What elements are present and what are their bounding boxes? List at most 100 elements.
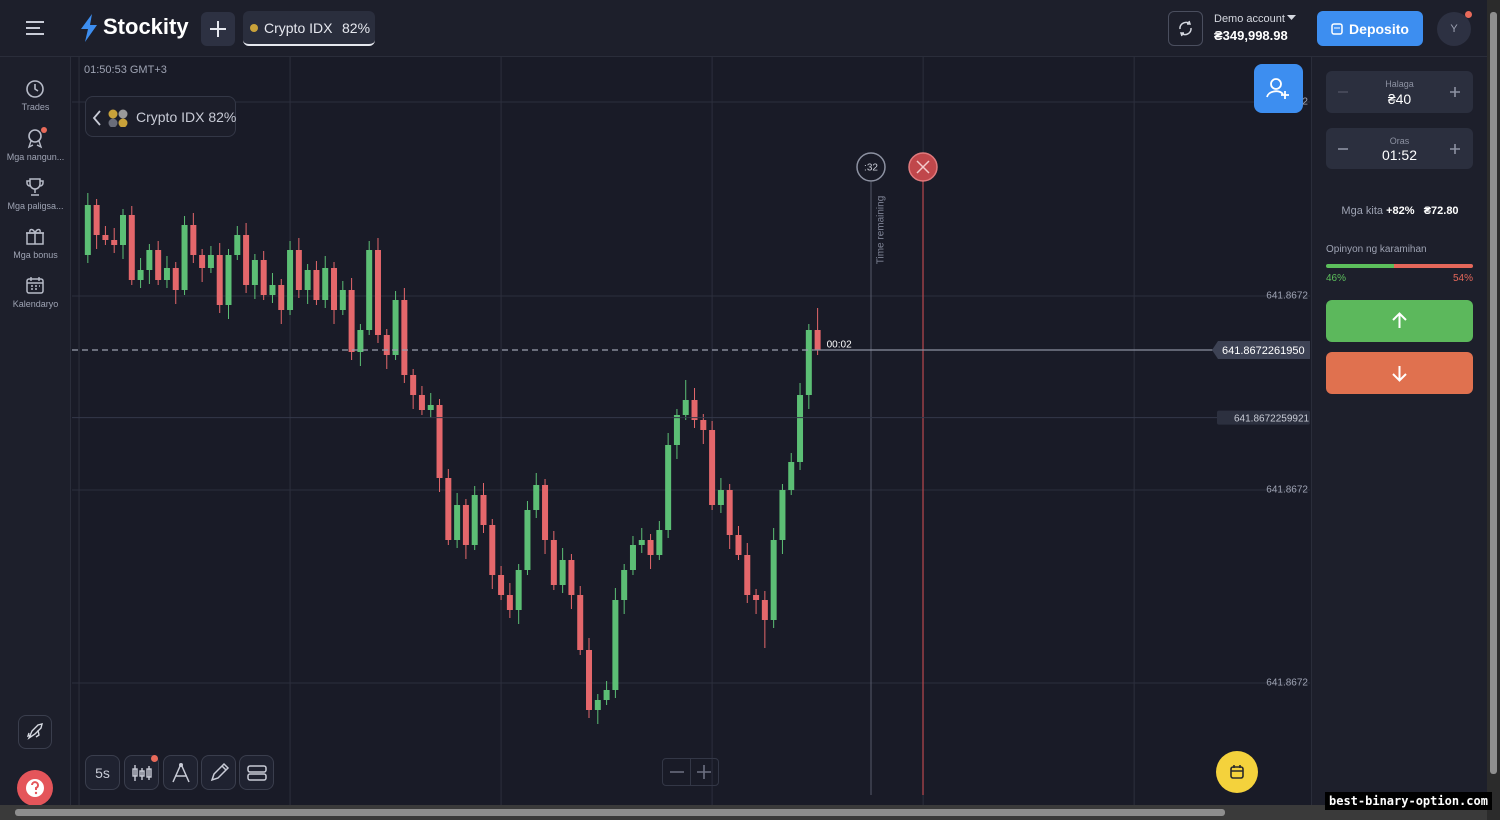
y-tick-label: 641.8672 bbox=[1266, 485, 1308, 496]
sidebar-label[interactable]: Mga paligsa... bbox=[7, 201, 64, 211]
candle-body bbox=[726, 490, 733, 535]
draw-button[interactable] bbox=[201, 755, 236, 790]
asset-chip[interactable]: Crypto IDX 82% bbox=[85, 96, 236, 137]
bonus-icon[interactable] bbox=[25, 226, 45, 246]
sidebar-label[interactable]: Mga bonus bbox=[13, 250, 58, 260]
candle-body bbox=[260, 259, 267, 295]
asset-chip-icons bbox=[92, 109, 128, 127]
candle-body bbox=[128, 215, 135, 280]
avatar[interactable]: Y bbox=[1437, 12, 1471, 46]
amount-minus[interactable] bbox=[1336, 85, 1350, 99]
account-label[interactable]: Demo account bbox=[1214, 13, 1285, 25]
zoom-controls bbox=[662, 758, 719, 786]
logo-icon bbox=[81, 14, 97, 42]
sync-button[interactable] bbox=[1168, 11, 1203, 46]
candle-body bbox=[506, 595, 513, 610]
vertical-scrollbar[interactable] bbox=[1487, 0, 1500, 820]
candle-body bbox=[480, 495, 487, 525]
candle-body bbox=[93, 204, 100, 235]
horizontal-scrollbar[interactable] bbox=[0, 805, 1487, 820]
candle-body bbox=[559, 560, 566, 585]
candle-body bbox=[814, 330, 821, 351]
sidebar-label[interactable]: Mga nangun... bbox=[6, 152, 65, 162]
sidebar-label[interactable]: Kalendaryo bbox=[12, 299, 59, 309]
price-label: 641.8672261950 bbox=[1222, 345, 1305, 357]
candle-body bbox=[331, 268, 338, 310]
asset-name: Crypto IDX bbox=[264, 20, 333, 36]
candle-body bbox=[163, 268, 170, 280]
candle-body bbox=[216, 254, 223, 305]
candle-body bbox=[436, 405, 443, 478]
up-button[interactable] bbox=[1326, 300, 1473, 342]
add-tab-button[interactable] bbox=[201, 12, 235, 46]
candle-body bbox=[383, 334, 390, 355]
candle-body bbox=[717, 490, 724, 505]
leaders-icon[interactable] bbox=[25, 127, 47, 149]
invite-button[interactable] bbox=[1254, 64, 1303, 113]
candle-body bbox=[322, 268, 329, 300]
candle-body bbox=[594, 700, 601, 710]
candle-body bbox=[119, 215, 126, 245]
calendar-icon[interactable] bbox=[25, 275, 45, 295]
candle-body bbox=[392, 300, 399, 355]
candle-body bbox=[146, 250, 153, 270]
scroll-thumb[interactable] bbox=[1490, 12, 1497, 774]
candle-body bbox=[155, 250, 162, 280]
down-button[interactable] bbox=[1326, 352, 1473, 394]
candle-body bbox=[304, 269, 311, 290]
crowd-up-label: 46% bbox=[1326, 273, 1347, 284]
time-input[interactable]: Oras 01:52 bbox=[1326, 128, 1473, 169]
candle-body bbox=[489, 525, 496, 575]
candle-body bbox=[647, 540, 654, 555]
candle-body bbox=[498, 575, 505, 595]
amount-plus[interactable] bbox=[1448, 85, 1462, 99]
time-minus[interactable] bbox=[1336, 142, 1350, 156]
candle-body bbox=[418, 395, 425, 410]
deposit-button[interactable]: Deposito bbox=[1317, 11, 1423, 46]
candle-body bbox=[269, 284, 276, 295]
candle-body bbox=[278, 284, 285, 310]
time-plus[interactable] bbox=[1448, 142, 1462, 156]
candle-body bbox=[84, 204, 91, 255]
plot-background bbox=[72, 57, 1311, 805]
rocket-button[interactable] bbox=[18, 715, 52, 749]
scroll-thumb[interactable] bbox=[15, 809, 1225, 816]
profit-percent: +82% bbox=[1386, 205, 1415, 217]
indicators-button[interactable] bbox=[163, 755, 198, 790]
candle-body bbox=[542, 485, 549, 540]
asset-tab[interactable]: Crypto IDX 82% bbox=[243, 11, 375, 46]
candle-body bbox=[665, 445, 672, 530]
amount-input[interactable]: Halaga ₴40 bbox=[1326, 71, 1473, 113]
account-caret[interactable] bbox=[1287, 15, 1296, 21]
crowd-segment bbox=[1393, 264, 1473, 268]
candle-body bbox=[682, 399, 689, 415]
trades-icon[interactable] bbox=[25, 79, 45, 99]
candle-body bbox=[700, 420, 707, 430]
candle-body bbox=[753, 595, 760, 600]
candle-body bbox=[111, 240, 118, 245]
timer-circle bbox=[856, 152, 886, 182]
timer-label: Time remaining bbox=[876, 196, 887, 265]
price-level-box bbox=[1217, 410, 1310, 425]
candle-body bbox=[568, 560, 575, 595]
candle-body bbox=[374, 250, 381, 335]
candle-body bbox=[471, 495, 478, 545]
candle-body bbox=[709, 430, 716, 505]
layout-button[interactable] bbox=[239, 755, 274, 790]
help-button[interactable] bbox=[17, 770, 53, 806]
calendar-button[interactable] bbox=[1216, 751, 1258, 793]
timeframe-button[interactable]: 5s bbox=[85, 755, 120, 790]
profit-amount: ₴72.80 bbox=[1423, 205, 1459, 217]
candle-body bbox=[788, 462, 795, 490]
tournaments-icon[interactable] bbox=[25, 177, 45, 197]
sidebar-label[interactable]: Trades bbox=[21, 102, 50, 112]
candle-body bbox=[612, 600, 619, 690]
candle-body bbox=[225, 254, 232, 305]
menu-icon[interactable] bbox=[25, 20, 45, 36]
balance: ₴349,998.98 bbox=[1214, 28, 1288, 43]
candle-body bbox=[234, 234, 241, 255]
y-tick-label: 641.8672 bbox=[1266, 678, 1308, 689]
